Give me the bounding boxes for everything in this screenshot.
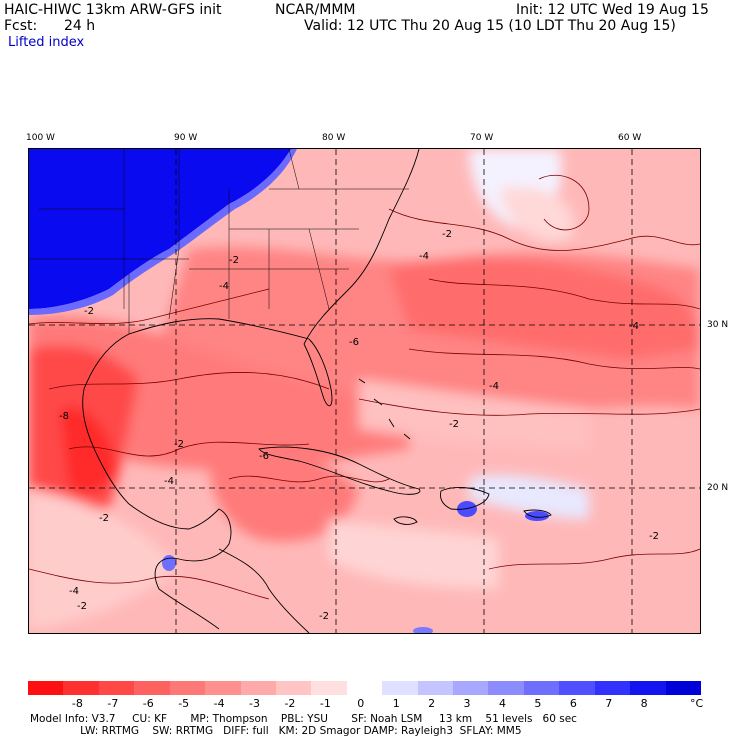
lat-label-30n: 30 N: [707, 320, 729, 330]
center-label: NCAR/MMM: [275, 2, 356, 18]
colorbar-tick-label: 3: [463, 697, 471, 710]
colorbar-tick-label: -4: [213, 697, 225, 710]
contour-label: -4: [219, 281, 229, 292]
model-info-line1: Model Info: V3.7 CU: KF MP: Thompson PBL…: [30, 713, 577, 725]
contour-label: -4: [629, 321, 639, 332]
colorbar-swatch: [205, 681, 241, 695]
contour-label: -4: [489, 381, 499, 392]
colorbar-swatch: [346, 681, 383, 695]
colorbar-tick-label: -2: [284, 697, 296, 710]
contour-label: -4: [164, 476, 174, 487]
colorbar: [28, 681, 702, 695]
field-shading: [29, 149, 700, 629]
contour-label: -8: [59, 411, 69, 422]
colorbar-tick-label: 6: [569, 697, 577, 710]
contour-label: -4: [69, 586, 79, 597]
colorbar-swatch: [169, 681, 206, 695]
lon-label-90w: 90 W: [174, 133, 198, 143]
colorbar-tick-label: -8: [71, 697, 83, 710]
field-name: Lifted index: [8, 35, 85, 50]
model-info-line2: LW: RRTMG SW: RRTMG DIFF: full KM: 2D Sm…: [30, 725, 522, 737]
colorbar-swatch: [453, 681, 489, 695]
colorbar-swatch: [134, 681, 170, 695]
lon-label-80w: 80 W: [322, 133, 346, 143]
contour-label: -6: [349, 337, 359, 348]
contour-label: -2: [174, 439, 184, 450]
colorbar-swatch: [594, 681, 631, 695]
state-borders: [29, 149, 409, 334]
contour-label: -6: [259, 451, 269, 462]
contour-label: -2: [77, 601, 87, 612]
lifted-index-map: -2 -2 -2 -2 -2 -2 -2 -2 -2 -4 -4 -4 -4 -…: [28, 148, 701, 634]
contour-label: -2: [319, 611, 329, 622]
colorbar-swatch: [382, 681, 418, 695]
contour-lines: [29, 175, 700, 600]
contour-label: -2: [449, 419, 459, 430]
contour-label: -4: [419, 251, 429, 262]
lon-label-60w: 60 W: [618, 133, 642, 143]
lon-label-100w: 100 W: [26, 133, 55, 143]
colorbar-tick-label: 8: [640, 697, 648, 710]
fcst-value: 24 h: [64, 18, 96, 34]
colorbar-unit: °C: [690, 697, 704, 710]
colorbar-swatch: [630, 681, 666, 695]
colorbar-swatch: [98, 681, 135, 695]
fcst-label: Fcst:: [4, 18, 38, 34]
colorbar-tick-label: -3: [249, 697, 260, 710]
colorbar-swatch: [417, 681, 454, 695]
positive-spot-south: [413, 627, 433, 633]
lat-label-20n: 20 N: [707, 483, 729, 493]
lat-lon-grid: [29, 149, 700, 633]
colorbar-tick-label: 5: [534, 697, 542, 710]
colorbar-swatch: [559, 681, 595, 695]
colorbar-swatch: [523, 681, 560, 695]
model-title: HAIC-HIWC 13km ARW-GFS init: [4, 2, 222, 18]
colorbar-tick-label: 2: [428, 697, 436, 710]
map-svg: -2 -2 -2 -2 -2 -2 -2 -2 -2 -4 -4 -4 -4 -…: [29, 149, 700, 633]
contour-label: -2: [99, 513, 109, 524]
colorbar-tick-label: -6: [142, 697, 154, 710]
contour-label: -2: [442, 229, 452, 240]
contour-label: -2: [84, 306, 94, 317]
colorbar-swatch: [63, 681, 99, 695]
contour-label-group: -2 -2 -2 -2 -2 -2 -2 -2 -2 -4 -4 -4 -4 -…: [59, 229, 659, 622]
contour-label: -2: [649, 531, 659, 542]
colorbar-swatch: [311, 681, 347, 695]
colorbar-tick-label: -7: [107, 697, 119, 710]
colorbar-swatch: [665, 681, 702, 695]
init-time: Init: 12 UTC Wed 19 Aug 15: [516, 2, 709, 18]
colorbar-tick-label: 7: [605, 697, 613, 710]
colorbar-tick-label: 1: [392, 697, 400, 710]
positive-li-region: [29, 149, 291, 309]
colorbar-swatch: [28, 681, 64, 695]
colorbar-tick-label: 4: [498, 697, 506, 710]
contour-label: -2: [229, 255, 239, 266]
positive-spot-pr: [525, 511, 549, 521]
colorbar-tick-label: 0: [357, 697, 365, 710]
colorbar-swatch: [275, 681, 312, 695]
positive-spot-gt: [162, 555, 176, 571]
colorbar-swatch: [240, 681, 276, 695]
valid-time: Valid: 12 UTC Thu 20 Aug 15 (10 LDT Thu …: [304, 18, 676, 34]
colorbar-swatch: [488, 681, 524, 695]
colorbar-tick-label: -1: [319, 697, 331, 710]
coastlines: [82, 149, 552, 633]
colorbar-tick-label: -5: [178, 697, 190, 710]
lon-label-70w: 70 W: [470, 133, 494, 143]
